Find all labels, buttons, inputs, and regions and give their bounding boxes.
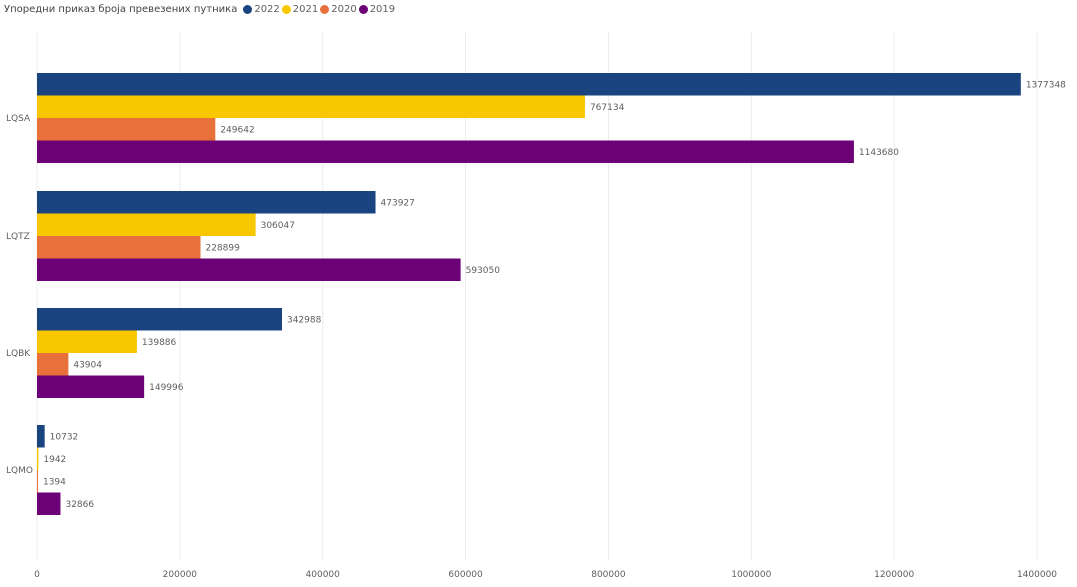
data-label-lqtz-2019: 593050	[466, 266, 501, 276]
bar-lqmo-2022[interactable]	[37, 425, 45, 448]
bar-lqmo-2019[interactable]	[37, 492, 61, 516]
y-category-label-lqsa: LQSA	[6, 114, 31, 124]
x-tick-label-5: 1000000	[731, 570, 771, 580]
legend-item-2020[interactable]: 2020	[320, 3, 357, 15]
data-label-lqbk-2021: 139886	[142, 338, 177, 348]
bar-lqtz-2022[interactable]	[37, 191, 376, 214]
x-tick-label-0: 0	[34, 570, 40, 580]
legend-item-2022[interactable]: 2022	[243, 3, 280, 15]
bar-lqbk-2020[interactable]	[37, 353, 69, 376]
data-label-lqsa-2021: 767134	[590, 103, 625, 113]
legend-label-2020: 2020	[331, 3, 357, 15]
bar-lqsa-2019[interactable]	[37, 140, 854, 164]
data-label-lqmo-2022: 10732	[50, 432, 79, 442]
chart-legend: Упоредни приказ броја превезених путника…	[4, 2, 397, 16]
legend-dot-2019	[358, 4, 368, 14]
x-tick-label-2: 400000	[306, 570, 341, 580]
y-category-label-lqtz: LQTZ	[6, 232, 30, 242]
data-label-lqtz-2021: 306047	[261, 221, 295, 231]
chart-title: Упоредни приказ броја превезених путника	[4, 3, 238, 15]
bar-lqtz-2020[interactable]	[37, 236, 201, 259]
data-label-lqsa-2022: 1377348	[1026, 80, 1066, 90]
legend-dot-2022	[243, 4, 253, 14]
bar-lqtz-2019[interactable]	[37, 258, 461, 282]
bar-lqbk-2022[interactable]	[37, 308, 282, 331]
data-label-lqmo-2021: 1942	[43, 455, 66, 465]
data-label-lqbk-2020: 43904	[73, 360, 102, 370]
x-tick-label-7: 1400000	[1017, 570, 1057, 580]
legend-dot-2021	[281, 4, 291, 14]
y-axis-categories: LQSA LQTZ LQBK LQMO	[6, 114, 33, 476]
legend-item-2021[interactable]: 2021	[281, 3, 319, 15]
bar-lqmo-2021[interactable]	[37, 447, 39, 471]
data-label-lqmo-2019: 32866	[65, 500, 94, 510]
data-label-lqtz-2020: 228899	[205, 243, 240, 253]
bar-lqsa-2021[interactable]	[37, 95, 585, 119]
data-labels: 1377348 767134 249642 1143680 473927 306047 22…	[43, 80, 1066, 510]
bars	[37, 73, 1021, 515]
x-tick-label-4: 800000	[591, 570, 626, 580]
legend-label-2021: 2021	[292, 3, 319, 15]
bar-lqbk-2019[interactable]	[37, 375, 145, 399]
x-tick-label-1: 200000	[163, 570, 198, 580]
data-label-lqmo-2020: 1394	[43, 477, 66, 487]
y-category-label-lqbk: LQBK	[6, 349, 31, 359]
bar-lqbk-2021[interactable]	[37, 330, 137, 354]
data-label-lqtz-2022: 473927	[381, 198, 415, 208]
bar-lqsa-2020[interactable]	[37, 118, 216, 141]
data-label-lqsa-2019: 1143680	[859, 148, 899, 158]
x-tick-label-3: 600000	[448, 570, 483, 580]
x-axis-ticks: 0 200000 400000 600000 800000 1000000 1200000 1…	[34, 570, 1057, 580]
legend-label-2022: 2022	[254, 3, 280, 15]
y-category-label-lqmo: LQMO	[6, 466, 33, 476]
data-label-lqsa-2020: 249642	[220, 125, 254, 135]
data-label-lqbk-2022: 342988	[287, 315, 322, 325]
bar-lqmo-2020[interactable]	[37, 470, 38, 493]
bar-lqtz-2021[interactable]	[37, 213, 256, 237]
legend-dot-2020	[320, 4, 330, 14]
legend-item-2019[interactable]: 2019	[358, 3, 396, 15]
x-tick-label-6: 1200000	[874, 570, 914, 580]
data-label-lqbk-2019: 149996	[149, 383, 184, 393]
legend-label-2019: 2019	[369, 3, 396, 15]
bar-lqsa-2022[interactable]	[37, 73, 1021, 96]
